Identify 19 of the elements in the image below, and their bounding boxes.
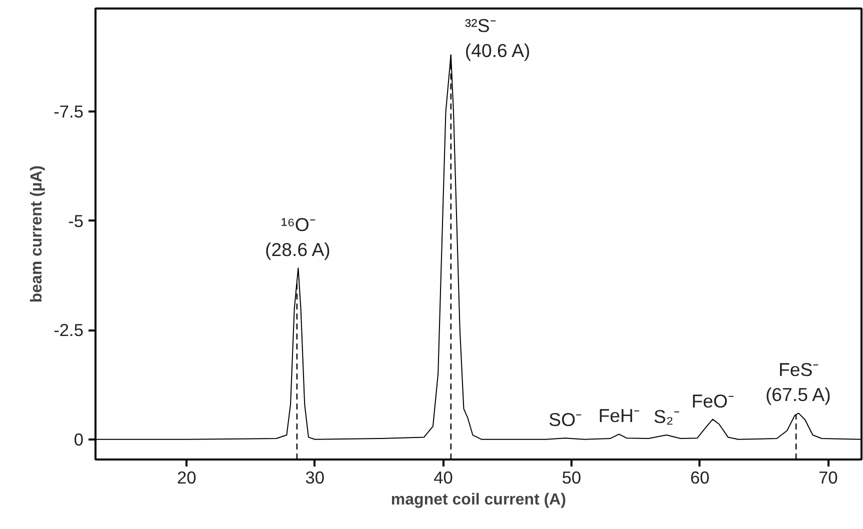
y-tick-label: -5 (68, 210, 84, 231)
x-tick-label: 50 (562, 468, 582, 488)
x-tick-label: 20 (176, 468, 196, 488)
y-tick-label: -2.5 (54, 320, 84, 340)
x-tick-label: 40 (434, 468, 453, 488)
annotation: SO⁻ (548, 409, 582, 430)
annotation: FeS⁻ (67.5 A) (765, 358, 831, 406)
annotation: ¹⁶O⁻ (28.6 A) (265, 214, 330, 260)
y-tick-label: -7.5 (54, 102, 84, 122)
x-tick-label: 60 (690, 468, 710, 488)
x-axis-title: magnet coil current (A) (390, 492, 566, 508)
y-tick-label: 0 (74, 429, 84, 450)
annotation: FeH⁻ (598, 405, 640, 426)
x-tick-label: 30 (305, 468, 325, 488)
x-tick-label: 70 (818, 468, 838, 488)
y-axis-title: beam current (µA) (28, 165, 46, 303)
annotation: FeO⁻ (692, 390, 734, 412)
annotation: S₂⁻ (654, 406, 680, 428)
annotation: ³²S⁻ (40.6 A) (464, 14, 530, 62)
